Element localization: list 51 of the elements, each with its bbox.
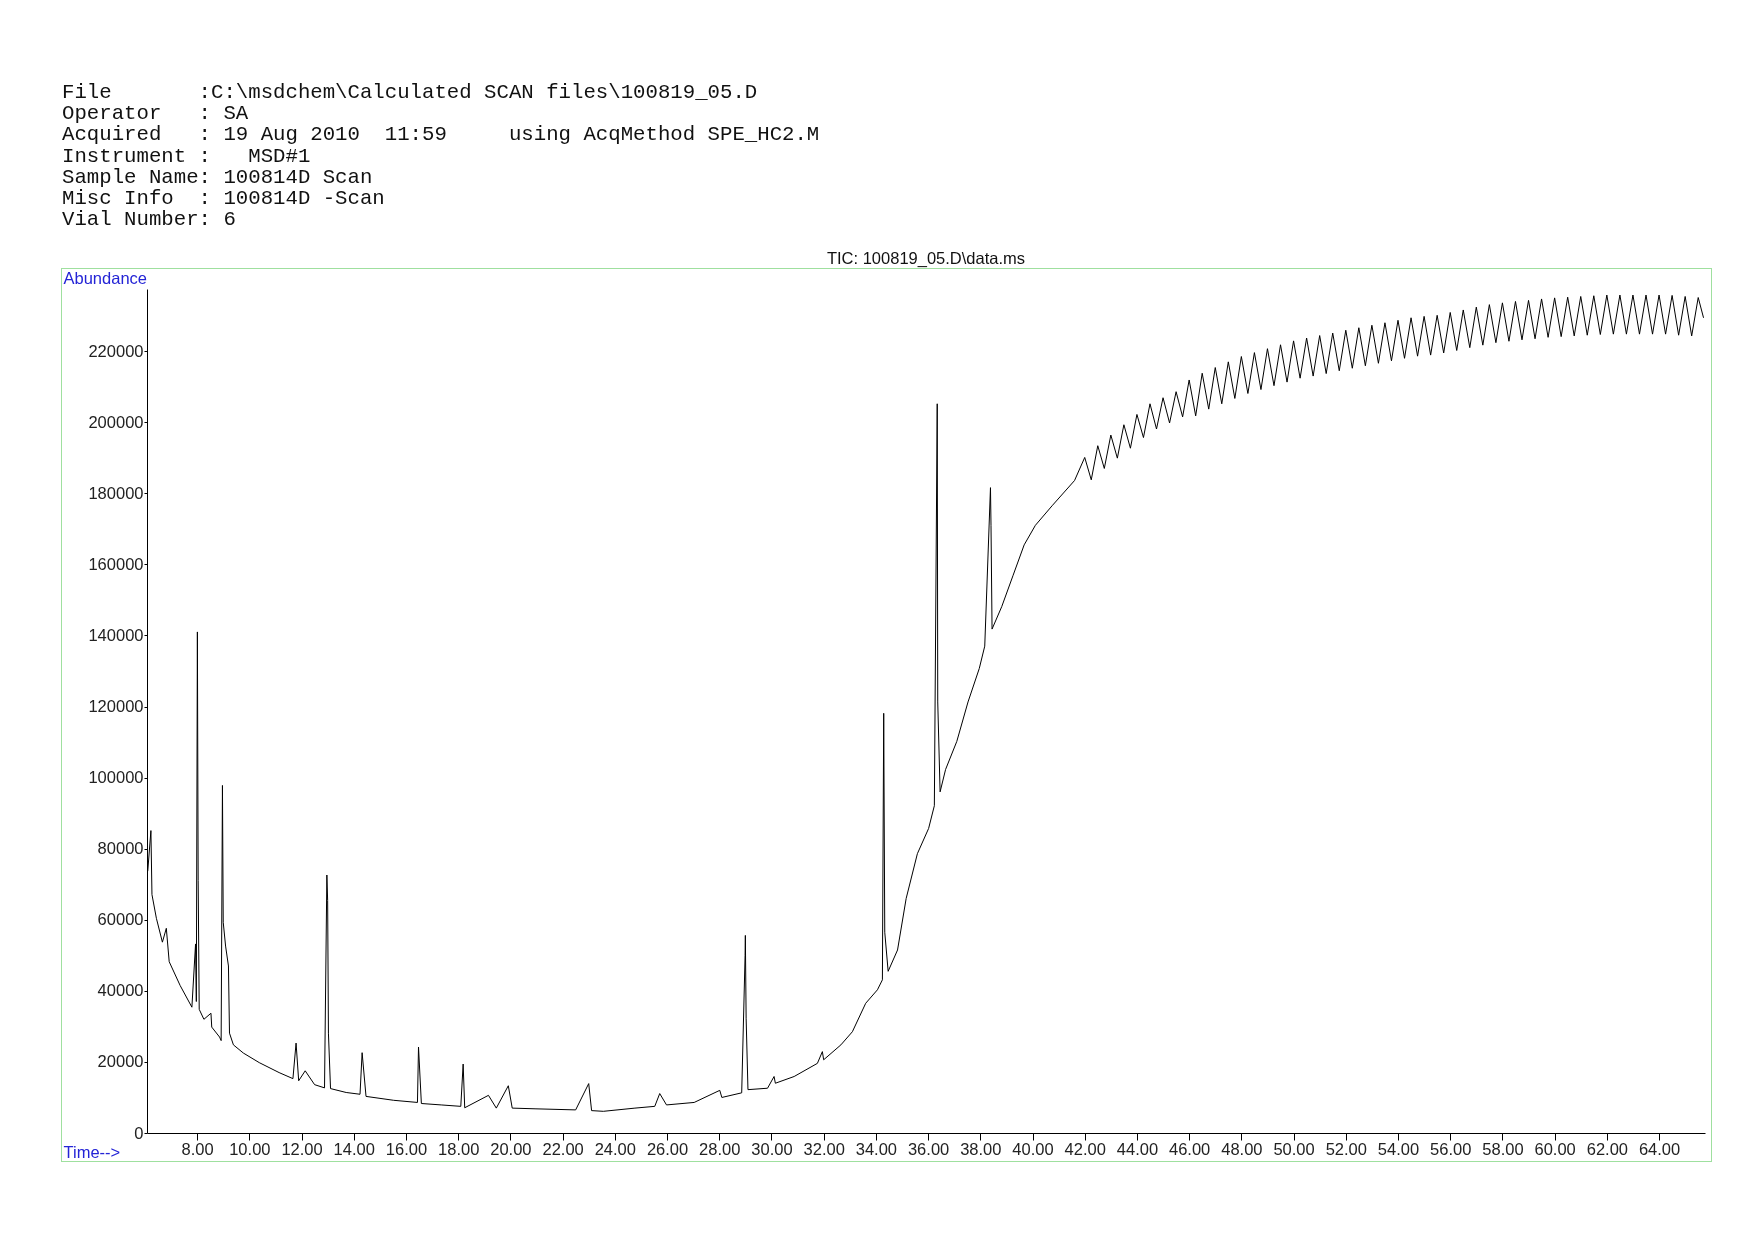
y-tick-label: 20000: [97, 1052, 144, 1071]
text: Vial Number: 6: [62, 208, 236, 232]
x-tick-label: 16.00: [385, 1139, 428, 1158]
text: Sample Name: 100814D Scan: [62, 165, 373, 189]
x-tick-label: 32.00: [803, 1139, 845, 1158]
text: Misc Info : 100814D -Scan: [62, 187, 385, 210]
x-tick-label: 36.00: [907, 1139, 950, 1158]
x-tick-label: 14.00: [333, 1139, 375, 1158]
text: Acquired : 19 Aug 2010 11:59 using AcqMethod SPE_HC2.M: [62, 123, 820, 147]
y-tick-label: 140000: [88, 625, 144, 644]
y-tick-label: 180000: [88, 483, 144, 502]
x-tick-label: 58.00: [1482, 1139, 1524, 1158]
x-tick-label: 62.00: [1586, 1139, 1628, 1158]
text: Instrument : MSD#1: [62, 144, 311, 168]
y-tick-label: 0: [134, 1123, 144, 1142]
text: Operator : SA: [62, 102, 249, 126]
x-tick-label: 22.00: [542, 1139, 584, 1158]
x-tick-label: 44.00: [1116, 1139, 1159, 1158]
y-tick-label: 160000: [88, 554, 144, 573]
y-tick-label: 60000: [97, 910, 144, 929]
x-tick-label: 10.00: [229, 1139, 271, 1158]
text: File :C:\msdchem\Calculated SCAN files\100819_05.D: [62, 81, 758, 104]
x-tick-label: 28.00: [699, 1139, 741, 1158]
x-tick-label: 42.00: [1064, 1139, 1106, 1158]
x-tick-label: 38.00: [960, 1139, 1002, 1158]
x-tick-label: 46.00: [1169, 1139, 1211, 1158]
y-tick-label: 100000: [88, 768, 144, 787]
x-tick-label: 60.00: [1534, 1139, 1576, 1158]
x-tick-label: 50.00: [1273, 1139, 1315, 1158]
x-tick-label: 18.00: [438, 1139, 480, 1158]
y-tick-label: 40000: [97, 981, 144, 1000]
x-tick-label: 48.00: [1221, 1139, 1263, 1158]
x-tick-label: 56.00: [1430, 1139, 1472, 1158]
x-tick-label: 30.00: [751, 1139, 793, 1158]
y-tick-label: 120000: [88, 697, 144, 716]
x-tick-label: 40.00: [1012, 1139, 1054, 1158]
y-tick-label: 200000: [88, 412, 144, 431]
x-tick-label: 12.00: [281, 1139, 323, 1158]
x-tick-label: 54.00: [1377, 1139, 1420, 1158]
x-tick-label: 24.00: [594, 1139, 636, 1158]
x-tick-label: 64.00: [1638, 1139, 1681, 1158]
x-tick-label: 20.00: [490, 1139, 532, 1158]
y-tick-label: 80000: [97, 839, 144, 858]
chart-title: TIC: 100819_05.D\data.ms: [826, 249, 1026, 268]
x-axis-title: Time-->: [63, 1142, 121, 1161]
x-tick-label: 8.00: [181, 1139, 214, 1158]
x-tick-label: 52.00: [1325, 1139, 1367, 1158]
y-tick-label: 220000: [88, 341, 144, 360]
x-tick-label: 26.00: [646, 1139, 689, 1158]
x-tick-label: 34.00: [855, 1139, 898, 1158]
y-axis-title: Abundance: [63, 269, 147, 287]
